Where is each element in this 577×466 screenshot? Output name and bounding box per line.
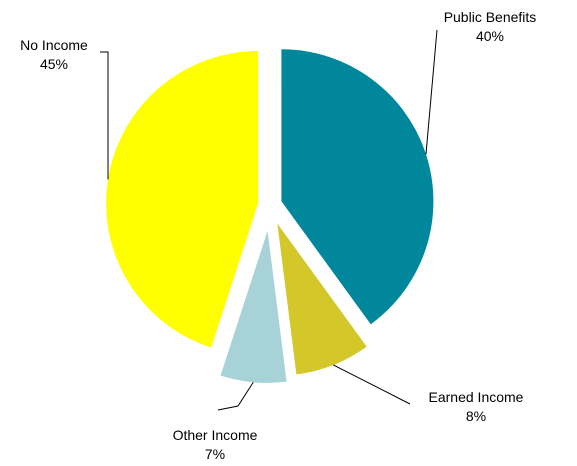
slice-value-no-income: 45% <box>40 56 68 72</box>
slice-label-other-income: Other Income <box>173 427 258 443</box>
leader-lines <box>100 29 438 411</box>
slice-value-public-benefits: 40% <box>476 28 504 44</box>
slice-label-earned-income: Earned Income <box>429 389 524 405</box>
slice-labels: Public Benefits 40% Earned Income 8% Other I… <box>20 9 536 462</box>
slice-label-public-benefits: Public Benefits <box>444 9 537 25</box>
leader-line-no-income <box>100 51 109 180</box>
pie-slice-no-income <box>106 51 259 348</box>
leader-line-public-benefits <box>425 29 438 155</box>
slice-label-no-income: No Income <box>20 37 88 53</box>
slice-value-other-income: 7% <box>205 446 225 462</box>
pie-slice-public-benefits <box>281 49 434 325</box>
leader-line-earned-income <box>333 364 411 405</box>
slice-value-earned-income: 8% <box>466 408 486 424</box>
leader-line-other-income <box>217 381 254 411</box>
pie-slices <box>106 49 434 383</box>
pie-slice-earned-income <box>277 223 367 375</box>
pie-slice-other-income <box>220 230 287 383</box>
